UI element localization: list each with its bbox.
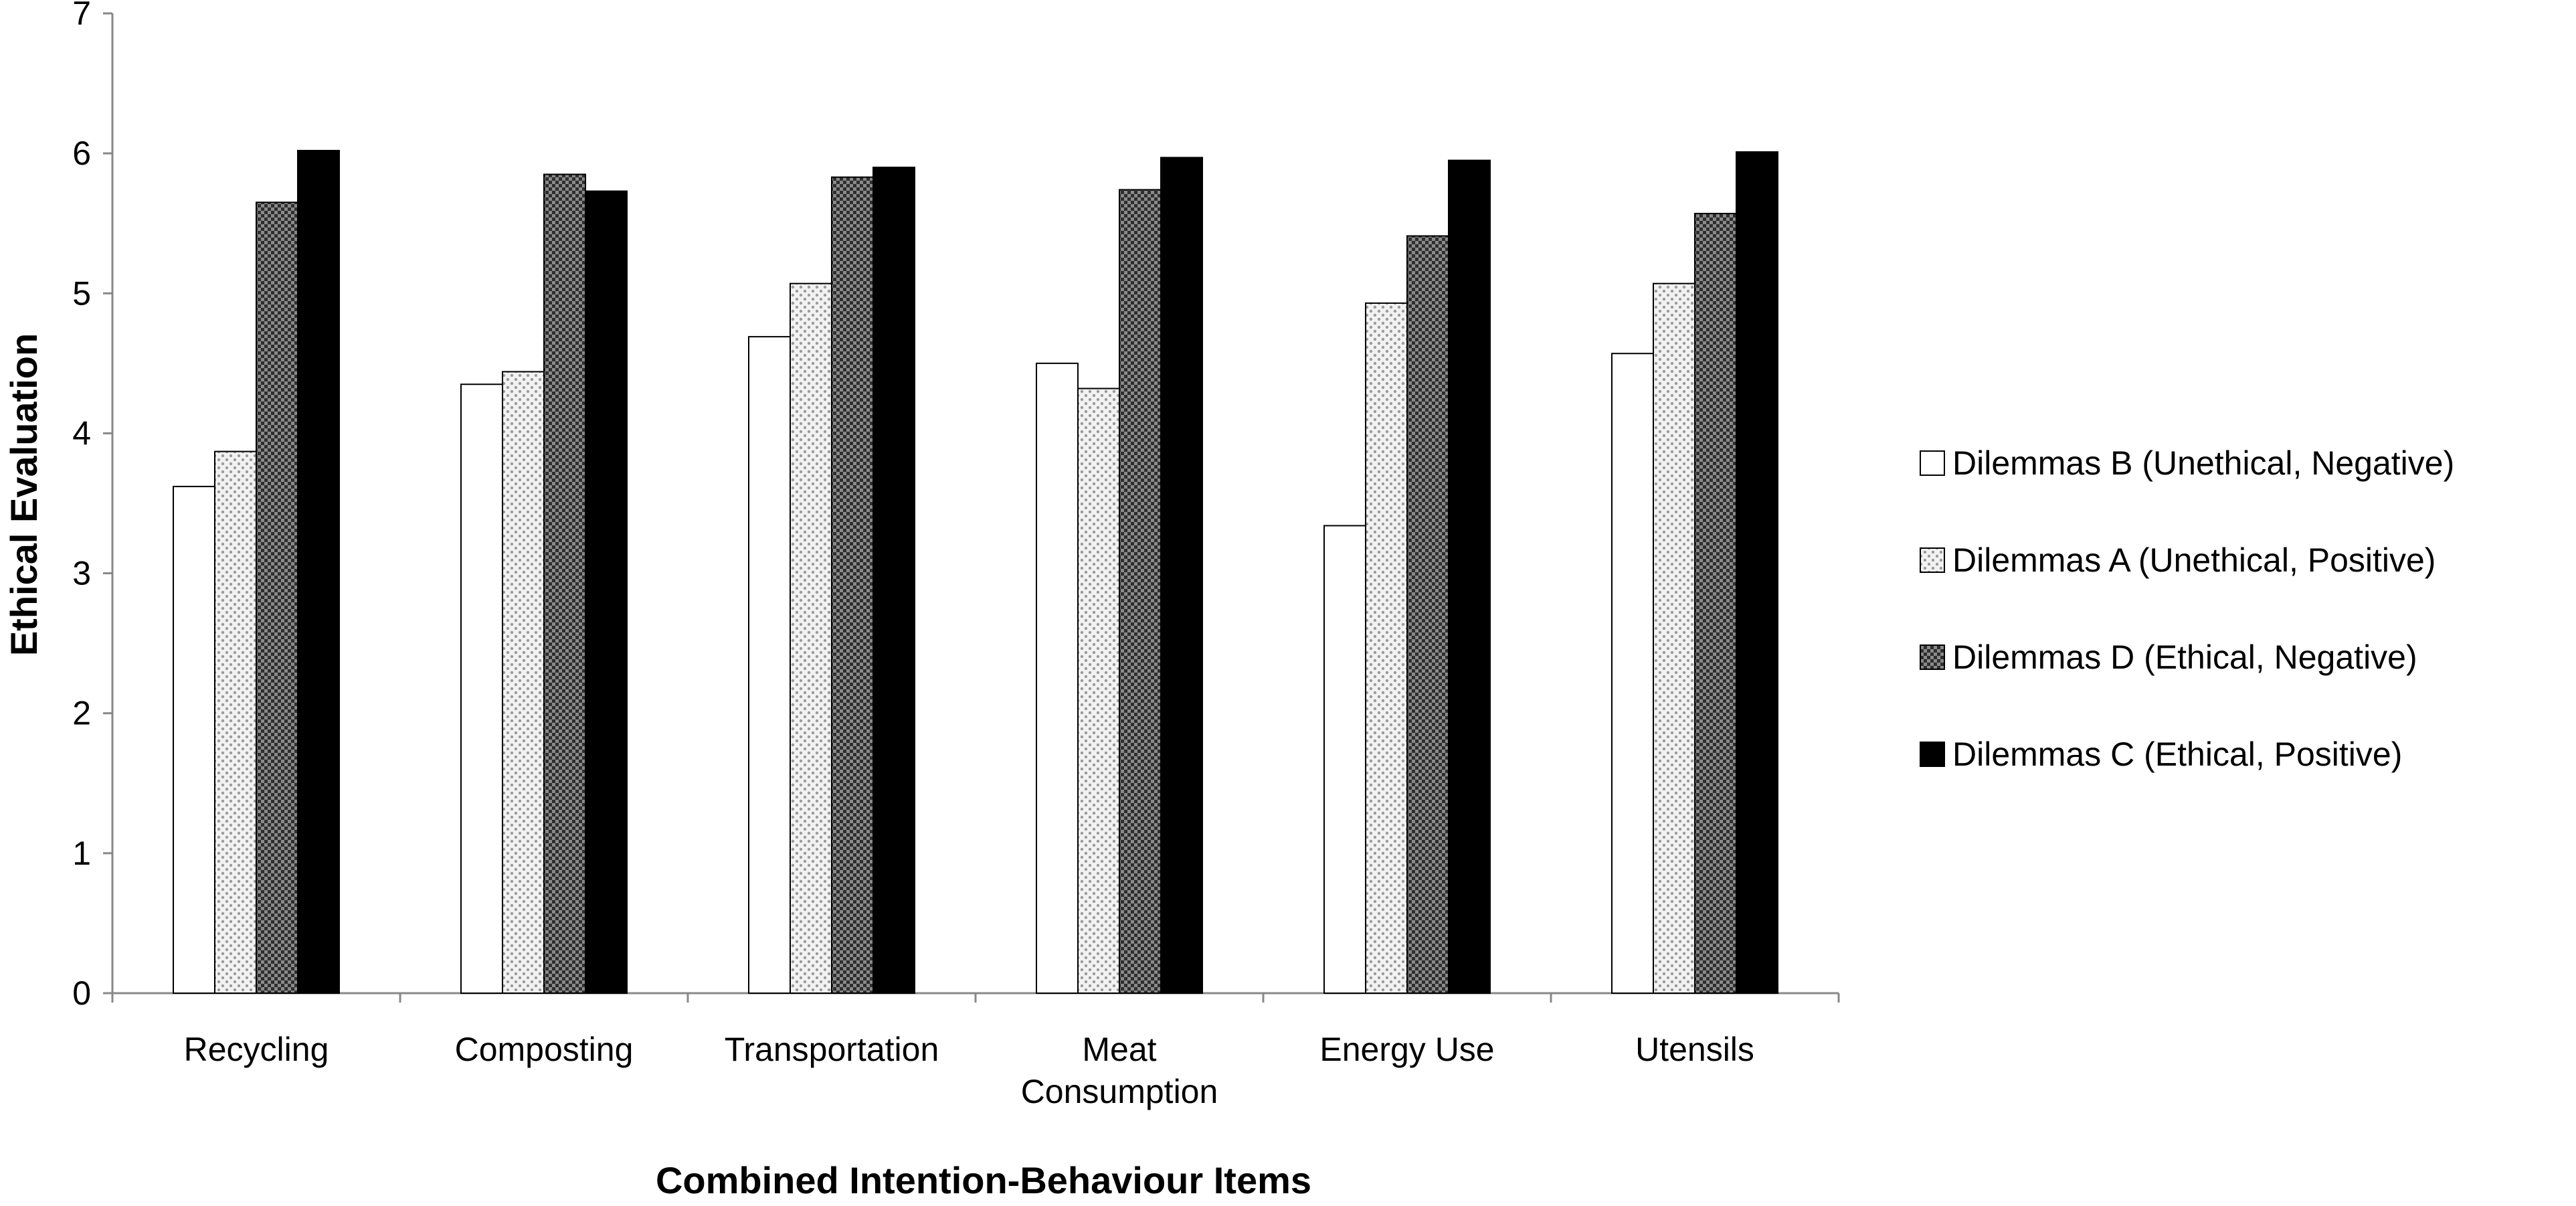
x-tick-label: Energy Use: [1319, 1031, 1494, 1068]
legend-label: Dilemmas B (Unethical, Negative): [1952, 444, 2454, 482]
y-tick-label: 3: [72, 555, 91, 592]
bar: [1036, 362, 1079, 994]
bar: [502, 371, 545, 994]
legend-label: Dilemmas A (Unethical, Positive): [1952, 541, 2435, 579]
y-tick-label: 4: [72, 414, 91, 452]
legend-swatch: [1920, 742, 1945, 767]
y-tick-label: 7: [72, 0, 91, 32]
y-tick-label: 1: [72, 835, 91, 872]
x-tick-label: Composting: [455, 1031, 634, 1068]
bar: [1160, 157, 1203, 995]
x-tick-label: Utensils: [1635, 1031, 1754, 1068]
bar: [1448, 159, 1491, 995]
x-tick-label: Meat Consumption: [1021, 1031, 1218, 1110]
bar: [543, 173, 586, 994]
bar: [1611, 353, 1654, 994]
bar: [585, 190, 628, 994]
bar: [748, 336, 791, 994]
bar: [790, 282, 832, 994]
bar: [1406, 235, 1449, 995]
bar: [297, 149, 340, 995]
x-axis-title: Combined Intention-Behaviour Items: [656, 1159, 1311, 1201]
legend-swatch: [1920, 450, 1945, 476]
legend-label: Dilemmas C (Ethical, Positive): [1952, 736, 2402, 773]
bar: [460, 383, 503, 994]
legend-label: Dilemmas D (Ethical, Negative): [1952, 638, 2417, 676]
y-tick-label: 5: [72, 274, 91, 312]
bar: [256, 201, 298, 994]
legend-swatch: [1920, 547, 1945, 573]
x-tick-label: Recycling: [184, 1031, 329, 1068]
bar: [872, 167, 915, 995]
bar: [1365, 302, 1408, 995]
x-tick-label: Transportation: [725, 1031, 939, 1068]
bar: [1653, 282, 1695, 994]
bar: [173, 485, 215, 994]
y-tick-label: 0: [72, 974, 91, 1012]
y-axis-title: Ethical Evaluation: [3, 333, 45, 656]
bar: [1736, 151, 1778, 995]
bar: [1077, 387, 1120, 994]
y-tick-label: 6: [72, 135, 91, 172]
bar: [1323, 525, 1366, 994]
bar: [214, 450, 257, 994]
legend-swatch: [1920, 644, 1945, 670]
plot-area: 0 1 2 3 4 5 6 7 Recycling Composting Transportatio…: [72, 0, 1840, 1110]
bar: [1694, 213, 1737, 994]
bar: [831, 176, 874, 994]
y-tick-label: 2: [72, 695, 91, 732]
bar: [1119, 189, 1162, 994]
legend: Dilemmas B (Unethical, Negative) Dilemmas…: [1920, 444, 2454, 773]
